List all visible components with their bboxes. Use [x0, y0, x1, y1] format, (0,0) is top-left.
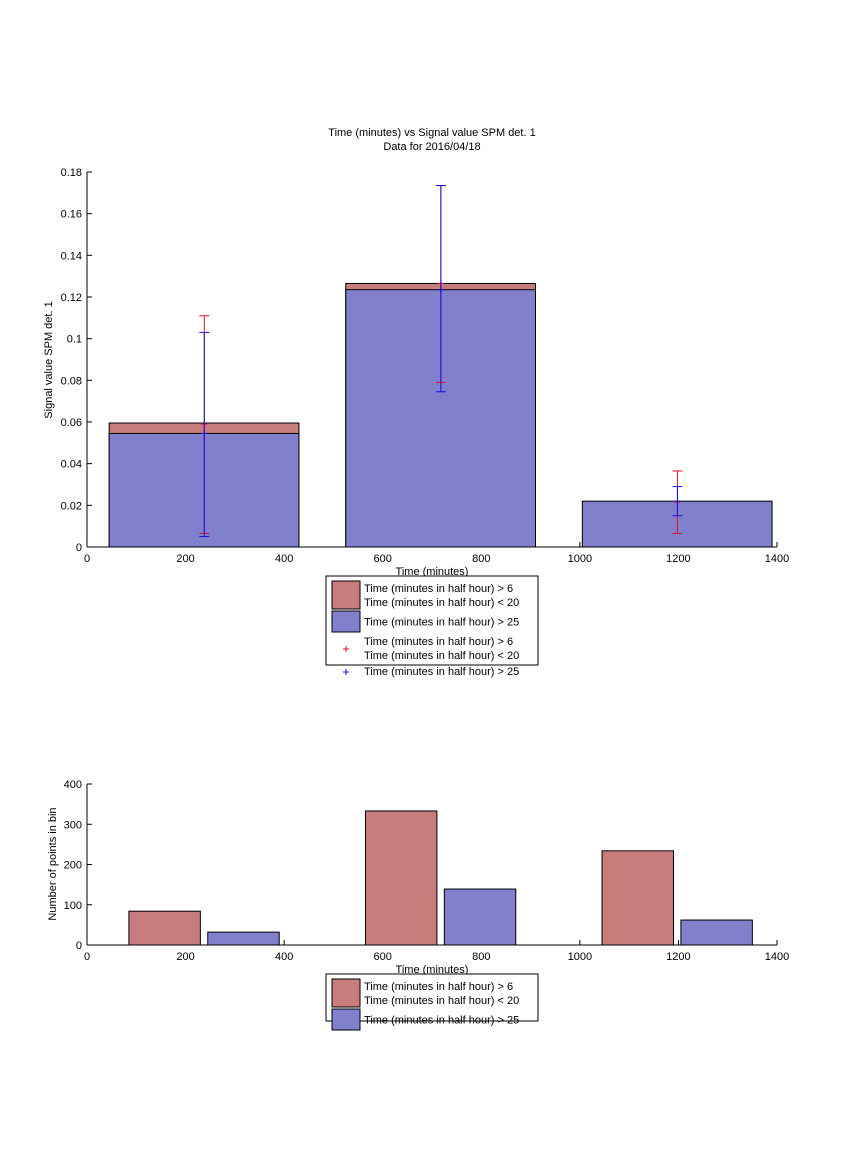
bar: [601, 850, 674, 946]
x-tick-label: 1400: [765, 951, 789, 963]
legend-label: Time (minutes in half hour) < 20: [364, 995, 519, 1007]
y-tick-label: 0.04: [61, 459, 82, 471]
legend-label: Time (minutes in half hour) > 6: [364, 981, 513, 993]
legend-swatch: [331, 1008, 361, 1031]
y-axis-label: Number of points in bin: [47, 807, 59, 920]
y-tick-label: 0.18: [61, 167, 82, 179]
legend-label: Time (minutes in half hour) > 25: [364, 1015, 519, 1027]
y-tick-label: 200: [64, 860, 82, 872]
x-tick-label: 0: [84, 951, 90, 963]
legend-label: Time (minutes in half hour) < 20: [364, 650, 519, 662]
y-tick-label: 0.06: [61, 417, 82, 429]
y-tick-label: 0.16: [61, 209, 82, 221]
legend-label: Time (minutes in half hour) < 20: [364, 597, 519, 609]
x-tick-label: 1400: [765, 553, 789, 565]
y-tick-label: 0.12: [61, 292, 82, 304]
count-chart: 0 200 400 600 800 1000 1200 1400 0 100 200 300 400 T…: [47, 779, 790, 1031]
y-tick-label: 0.1: [67, 334, 82, 346]
x-tick-label: 1200: [666, 553, 690, 565]
y-tick-label: 300: [64, 819, 82, 831]
x-tick-label: 1000: [568, 553, 592, 565]
legend: Time (minutes in half hour) > 6 Time (min…: [325, 973, 539, 1031]
y-tick-label: 0: [76, 940, 82, 952]
x-tick-label: 200: [176, 553, 194, 565]
legend: Time (minutes in half hour) > 6 Time (min…: [325, 575, 539, 678]
y-tick-label: 0.14: [61, 250, 82, 262]
y-tick-label: 400: [64, 779, 82, 791]
y-tick-label: 0.08: [61, 375, 82, 387]
x-tick-label: 1200: [666, 951, 690, 963]
legend-swatch: [331, 610, 361, 633]
y-axis-label: Signal value SPM det. 1: [43, 301, 55, 418]
x-tick-label: 1000: [568, 951, 592, 963]
x-tick-label: 800: [472, 951, 490, 963]
bar: [128, 910, 201, 946]
y-tick-label: 100: [64, 900, 82, 912]
chart-subtitle: Data for 2016/04/18: [383, 141, 480, 153]
bar: [680, 919, 753, 946]
x-tick-label: 600: [374, 553, 392, 565]
chart-title: Time (minutes) vs Signal value SPM det. …: [328, 127, 535, 139]
bar: [364, 810, 438, 946]
x-tick-label: 200: [176, 951, 194, 963]
x-axis-label: Time (minutes): [396, 964, 469, 976]
legend-label: Time (minutes in half hour) > 6: [364, 583, 513, 595]
y-tick-label: 0.02: [61, 500, 82, 512]
x-axis-label: Time (minutes): [396, 566, 469, 578]
legend-label: Time (minutes in half hour) > 25: [364, 666, 519, 678]
plot-area: 0 200 400 600 800 1000 1200 1400 0 0.02 0.04 0.06 0.…: [61, 167, 790, 565]
x-tick-label: 0: [84, 553, 90, 565]
legend-box: [325, 973, 539, 1022]
legend-swatch: [331, 580, 361, 610]
signal-chart: Time (minutes) vs Signal value SPM det. …: [43, 127, 789, 678]
plot-area: 0 200 400 600 800 1000 1200 1400 0 100 200 300 400: [64, 779, 790, 963]
bar: [443, 888, 517, 946]
legend-box: [325, 575, 539, 666]
legend-swatch: [331, 978, 361, 1008]
x-tick-label: 800: [472, 553, 490, 565]
legend-label: Time (minutes in half hour) > 6: [364, 636, 513, 648]
x-tick-label: 400: [275, 553, 293, 565]
x-tick-label: 400: [275, 951, 293, 963]
bar: [207, 931, 280, 946]
legend-label: Time (minutes in half hour) > 25: [364, 617, 519, 629]
y-tick-label: 0: [76, 542, 82, 554]
x-tick-label: 600: [374, 951, 392, 963]
